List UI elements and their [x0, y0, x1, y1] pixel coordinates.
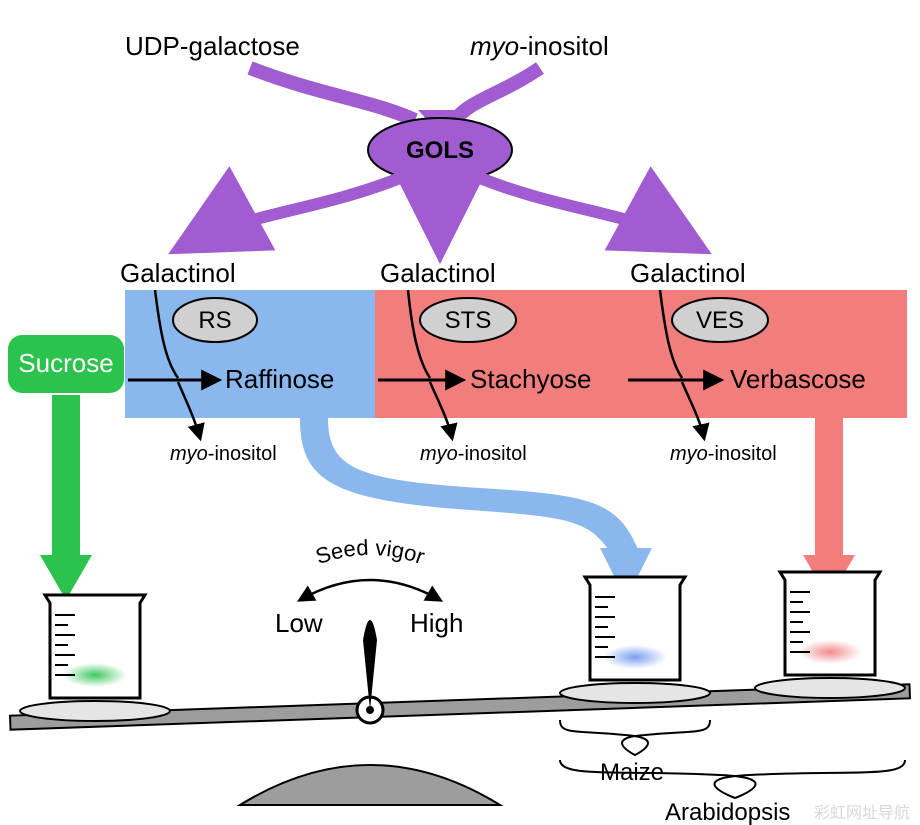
- label-myo-inositol: myo-inositol: [470, 31, 609, 61]
- beaker-mid: [560, 577, 710, 703]
- watermark: 彩虹网址导航: [814, 804, 910, 822]
- byproduct-2: myo-inositol: [420, 443, 527, 465]
- box-verbascose: [627, 290, 907, 418]
- label-high: High: [410, 608, 463, 638]
- seed-vigor-arc: [300, 580, 440, 600]
- flow-verbascose: [815, 418, 843, 560]
- label-rs: RS: [198, 307, 231, 334]
- scale-base: [240, 765, 500, 805]
- label-ves: VES: [696, 307, 744, 334]
- flow-sucrose-tip: [40, 555, 92, 600]
- arrow-myo-to-gols: [455, 68, 540, 120]
- label-raffinose: Raffinose: [225, 364, 334, 394]
- label-udp-galactose: UDP-galactose: [125, 31, 300, 61]
- diagram-root: UDP-galactose myo-inositol GOLS Galactin…: [0, 0, 920, 825]
- label-arabidopsis: Arabidopsis: [665, 799, 790, 825]
- byproduct-3: myo-inositol: [670, 443, 777, 465]
- beaker-left: [20, 595, 170, 721]
- label-sts: STS: [445, 307, 492, 334]
- beaker-right: [755, 572, 905, 698]
- label-myo-prefix: myo: [470, 31, 519, 61]
- arrow-gols-right: [480, 178, 695, 245]
- flow-sucrose: [52, 395, 80, 560]
- label-galactinol-3: Galactinol: [630, 258, 746, 288]
- gols-label: GOLS: [406, 137, 474, 164]
- label-galactinol-2: Galactinol: [380, 258, 496, 288]
- label-myo-suffix: -inositol: [519, 31, 609, 61]
- label-seed-vigor: Seed vigor: [312, 535, 427, 569]
- label-stachyose: Stachyose: [470, 364, 591, 394]
- label-sucrose: Sucrose: [18, 348, 113, 378]
- label-verbascose: Verbascose: [730, 364, 866, 394]
- byproduct-1: myo-inositol: [170, 443, 277, 465]
- label-galactinol-1: Galactinol: [120, 258, 236, 288]
- label-low: Low: [275, 608, 323, 638]
- flow-raffinose: [300, 418, 640, 555]
- brace-maize: [560, 720, 710, 755]
- arrow-gols-left: [185, 178, 400, 245]
- arrow-udp-to-gols: [250, 68, 415, 120]
